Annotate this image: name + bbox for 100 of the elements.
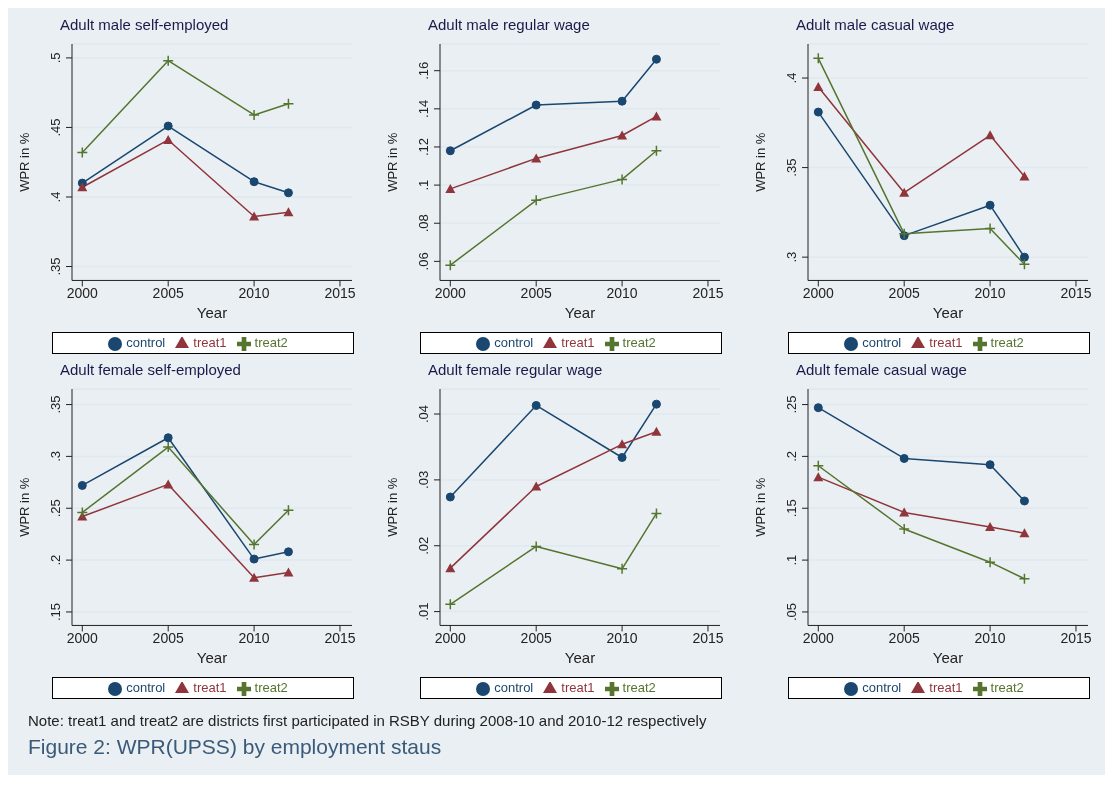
y-tick-label: .3 bbox=[48, 450, 63, 462]
chart-title: Adult male self-employed bbox=[59, 16, 230, 35]
point bbox=[445, 563, 456, 573]
y-tick-label: .35 bbox=[48, 395, 63, 414]
x-axis-title: Year bbox=[564, 649, 596, 667]
x-axis-title: Year bbox=[564, 304, 596, 322]
legend-label: treat1 bbox=[193, 680, 227, 696]
point bbox=[445, 146, 455, 156]
text: Note: treat1 and treat2 are districts first participated in RSBY during 2008-10 and 2010-12 respectively bbox=[28, 712, 708, 729]
point bbox=[616, 563, 628, 575]
y-tick-label: .15 bbox=[48, 602, 63, 621]
point bbox=[76, 146, 89, 159]
point bbox=[1019, 496, 1029, 506]
point bbox=[283, 207, 294, 217]
point bbox=[898, 523, 910, 535]
x-tick-label: 2015 bbox=[692, 630, 724, 647]
y-axis-title: WPR in % bbox=[384, 132, 400, 192]
legend-label: treat1 bbox=[561, 680, 595, 696]
x-tick-label: 2010 bbox=[238, 630, 270, 647]
point bbox=[531, 100, 541, 110]
y-tick-label: .12 bbox=[416, 137, 431, 156]
y-tick-label: .14 bbox=[416, 99, 431, 118]
legend-label: treat1 bbox=[929, 335, 963, 351]
legend-label: treat2 bbox=[254, 335, 288, 351]
point bbox=[76, 506, 89, 519]
x-axis-title: Year bbox=[196, 649, 228, 667]
point bbox=[985, 200, 995, 210]
point bbox=[985, 460, 995, 470]
y-tick-label: .1 bbox=[784, 554, 799, 566]
y-axis-title: WPR in % bbox=[752, 132, 768, 192]
point bbox=[651, 399, 661, 409]
point bbox=[899, 507, 910, 517]
x-tick-label: 2000 bbox=[802, 285, 835, 302]
point bbox=[249, 211, 260, 221]
x-tick-label: 2005 bbox=[152, 285, 184, 302]
point bbox=[248, 109, 260, 121]
y-tick-label: .08 bbox=[416, 214, 431, 233]
point bbox=[617, 452, 627, 462]
point bbox=[651, 426, 662, 436]
x-tick-label: 2010 bbox=[974, 630, 1006, 647]
point bbox=[617, 96, 627, 106]
point bbox=[162, 441, 174, 453]
x-tick-label: 2005 bbox=[520, 285, 552, 302]
point bbox=[163, 433, 173, 443]
point bbox=[616, 173, 628, 186]
point bbox=[530, 540, 542, 553]
point bbox=[985, 521, 996, 531]
y-tick-label: .06 bbox=[416, 252, 431, 271]
point bbox=[1019, 252, 1029, 262]
chart-title: Adult male casual wage bbox=[795, 16, 956, 35]
point bbox=[282, 504, 295, 517]
point bbox=[162, 54, 174, 67]
point bbox=[1019, 528, 1030, 538]
chart-title: Adult female casual wage bbox=[795, 361, 968, 380]
point bbox=[984, 556, 996, 568]
point bbox=[77, 182, 88, 192]
y-axis-title: WPR in % bbox=[384, 477, 400, 537]
y-axis-title: WPR in % bbox=[752, 477, 768, 537]
point bbox=[163, 479, 174, 489]
point bbox=[531, 153, 542, 163]
y-tick-label: .4 bbox=[784, 72, 799, 84]
legend-label: control bbox=[862, 680, 902, 696]
point bbox=[444, 598, 457, 611]
x-tick-label: 2015 bbox=[1060, 285, 1092, 302]
point bbox=[650, 145, 663, 157]
legend-label: treat1 bbox=[193, 335, 227, 351]
x-tick-label: 2000 bbox=[66, 630, 99, 647]
point bbox=[899, 453, 909, 463]
point bbox=[283, 188, 293, 198]
y-tick-label: .02 bbox=[416, 536, 431, 555]
x-tick-label: 2010 bbox=[606, 285, 638, 302]
y-tick-label: .25 bbox=[784, 395, 799, 414]
y-axis-title: WPR in % bbox=[16, 477, 32, 537]
text: Figure 2: WPR(UPSS) by employment staus bbox=[28, 735, 443, 759]
legend-label: treat1 bbox=[929, 680, 963, 696]
x-tick-label: 2015 bbox=[1060, 630, 1092, 647]
point bbox=[163, 134, 174, 144]
point bbox=[283, 567, 294, 577]
point bbox=[1018, 573, 1031, 585]
point bbox=[617, 130, 628, 140]
legend-label: treat2 bbox=[622, 335, 656, 351]
point bbox=[445, 492, 455, 502]
x-axis-title: Year bbox=[932, 304, 964, 322]
x-tick-label: 2000 bbox=[434, 285, 467, 302]
x-tick-label: 2000 bbox=[66, 285, 99, 302]
y-tick-label: .01 bbox=[416, 602, 431, 621]
y-tick-label: .16 bbox=[416, 61, 431, 80]
point bbox=[1019, 171, 1030, 181]
chart-title: Adult female regular wage bbox=[427, 361, 604, 380]
y-tick-label: .35 bbox=[48, 257, 63, 276]
chart-title: Adult male regular wage bbox=[427, 16, 591, 35]
x-tick-label: 2005 bbox=[520, 630, 552, 647]
y-tick-label: .03 bbox=[416, 470, 431, 489]
legend-label: treat1 bbox=[561, 335, 595, 351]
legend-label: control bbox=[862, 335, 902, 351]
point bbox=[163, 121, 173, 131]
point bbox=[899, 187, 910, 197]
point bbox=[530, 194, 542, 207]
point bbox=[813, 81, 824, 91]
y-tick-label: .04 bbox=[416, 404, 431, 424]
